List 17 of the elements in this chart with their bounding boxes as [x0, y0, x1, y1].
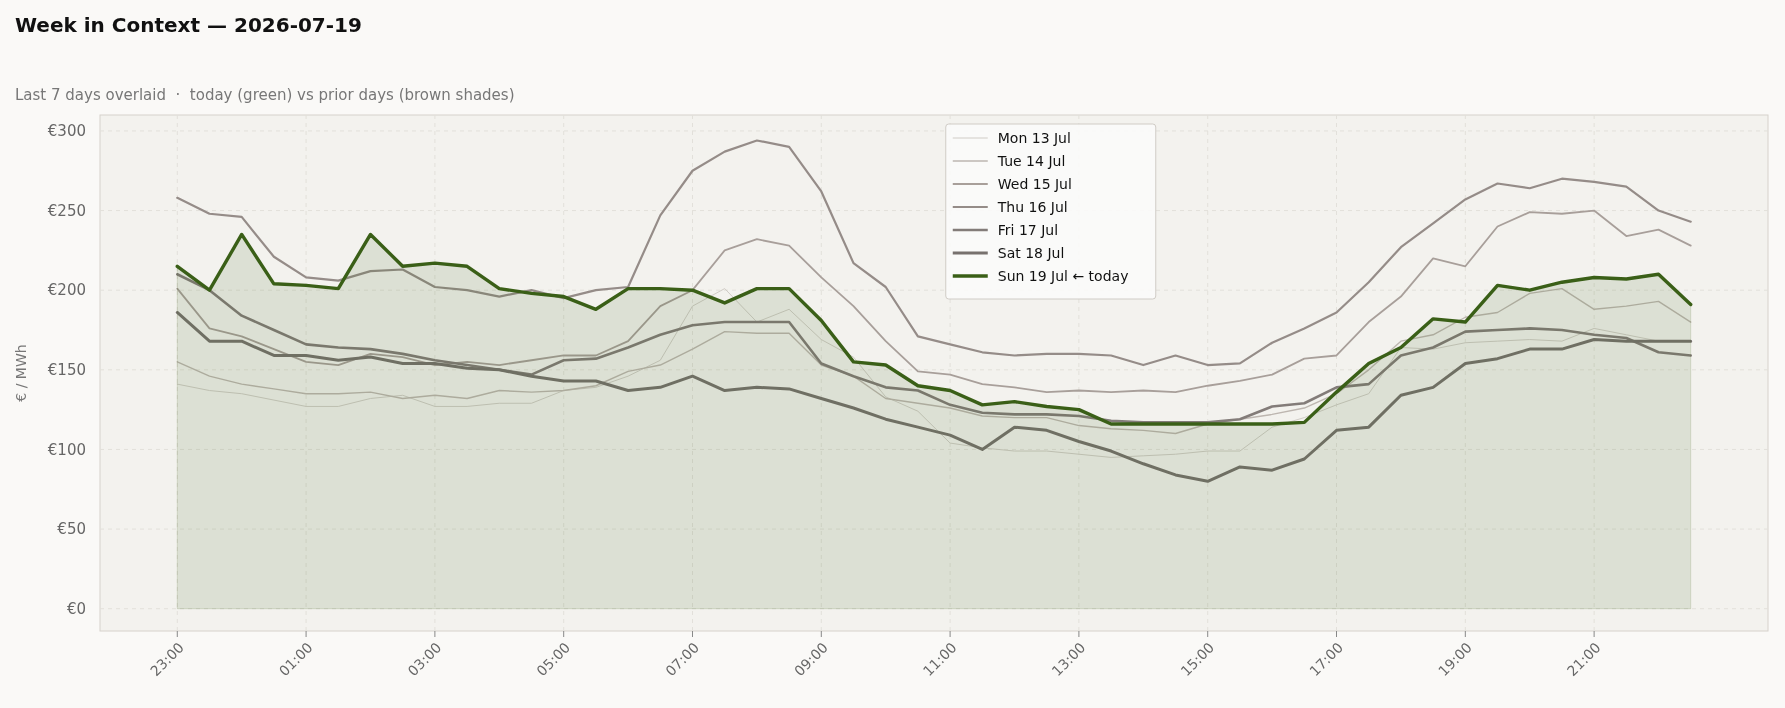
- chart-title: Week in Context — 2026-07-19: [15, 13, 362, 37]
- y-tick-label: €50: [57, 520, 86, 539]
- legend-label: Sat 18 Jul: [997, 244, 1065, 261]
- y-axis-title: € / MWh: [13, 344, 29, 402]
- y-tick-label: €100: [47, 440, 86, 459]
- chart-subtitle: Last 7 days overlaid · today (green) vs prior days (brown shades): [15, 86, 515, 104]
- legend-label: Tue 14 Jul: [996, 152, 1066, 169]
- legend-label: Mon 13 Jul: [997, 129, 1071, 146]
- legend-label: Fri 17 Jul: [997, 221, 1059, 238]
- legend-label: Thu 16 Jul: [996, 198, 1068, 215]
- legend-label: Wed 15 Jul: [997, 175, 1072, 192]
- y-tick-label: €200: [47, 281, 86, 300]
- y-tick-label: €0: [66, 599, 86, 618]
- y-tick-label: €250: [47, 201, 86, 220]
- legend-label: Sun 19 Jul ← today: [997, 267, 1129, 284]
- y-tick-label: €300: [47, 122, 86, 141]
- y-tick-label: €150: [47, 361, 86, 380]
